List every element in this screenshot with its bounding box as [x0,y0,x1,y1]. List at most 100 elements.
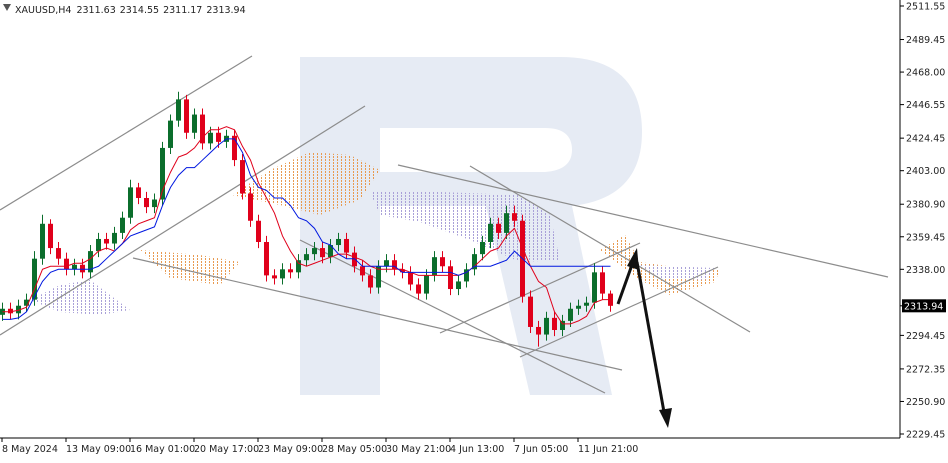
candle-body [40,223,45,259]
chart-title: XAUUSD,H4 [15,5,71,16]
candle-body [248,193,253,221]
y-tick-label: 2338.00 [906,265,945,276]
candle-body [24,299,29,306]
x-tick-label: 8 May 2024 [2,444,58,455]
candle-body [528,296,533,327]
candle-body [288,269,293,273]
candle-body [360,266,365,276]
last-close: 2313.94 [206,5,245,16]
candle-body [376,266,381,288]
candle-body [344,238,349,253]
last-high: 2314.55 [120,5,159,16]
y-tick-label: 2359.45 [906,232,945,243]
candle-body [536,326,541,335]
candle-body [56,248,61,259]
candle-body [432,257,437,276]
y-tick-label: 2229.45 [906,430,945,441]
x-tick-label: 11 Jun 21:00 [578,444,638,455]
candle-body [336,238,341,246]
price-label: 2313.94 [904,301,943,312]
candle-body [264,241,269,276]
cloud [370,192,560,262]
candle-body [16,305,21,314]
x-tick-label: 20 May 17:00 [194,444,259,455]
y-tick-label: 2272.35 [906,364,945,375]
y-tick-label: 2403.00 [906,166,945,177]
indicator-line [2,138,611,320]
candle-body [256,220,261,242]
candle-body [128,187,133,218]
candle-body [208,132,213,144]
candle-body [88,251,93,273]
candle-body [408,272,413,285]
candle-body [144,198,149,208]
candle-body [416,284,421,294]
candle-body [368,275,373,288]
candle-body [120,217,125,233]
candle-body [112,232,117,244]
candle-body [352,252,357,267]
candle-body [184,99,189,133]
candle-body [176,99,181,121]
candle-body [400,269,405,273]
candle-body [576,305,581,309]
x-tick-label: 13 May 09:00 [66,444,131,455]
watermark [300,57,642,395]
y-tick-label: 2468.00 [906,68,945,79]
price-label-box [902,299,946,313]
candle-body [464,269,469,282]
candle-body [456,281,461,290]
candle-body [584,302,589,306]
candle-body [296,260,301,273]
candle-body [328,245,333,258]
candle-body [168,120,173,148]
candle-body [32,258,37,300]
candle-body [160,147,165,200]
candle-body [392,260,397,270]
candle-body [320,248,325,258]
y-tick-label: 2250.90 [906,397,945,408]
candle-body [96,238,101,252]
candle-body [200,114,205,144]
x-tick-label: 7 Jun 05:00 [514,444,568,455]
indicator-line [2,126,611,325]
candle-body [104,238,109,244]
candle-body [424,275,429,294]
candle-body [8,308,13,314]
candle-body [192,114,197,133]
plot [0,91,613,347]
last-open: 2311.63 [76,5,115,16]
candle-body [472,254,477,270]
candle-body [488,223,493,242]
candle-body [72,264,77,270]
candle-body [136,187,141,199]
candle-body [440,257,445,267]
last-low: 2311.17 [163,5,202,16]
arrows [616,248,672,428]
candle-body [80,264,85,273]
trend-lines [0,55,889,394]
candle-body [496,223,501,233]
candle-body [312,248,317,255]
decorations [0,55,889,395]
y-tick-label: 2489.45 [906,35,945,46]
candle-body [592,272,597,303]
x-tick-label: 30 May 21:00 [386,444,451,455]
candle-body [560,320,565,330]
chart-header: XAUUSD,H4 2311.63 2314.55 2311.17 2313.94 [15,5,246,16]
candle-body [480,241,485,255]
candle-body [384,260,389,267]
cloud [30,280,130,315]
y-tick-label: 2424.45 [906,134,945,145]
x-tick-label: 23 May 09:00 [258,444,323,455]
candle-body [448,266,453,290]
candle-body [64,258,69,270]
candle-body [512,213,517,221]
candle-body [304,254,309,261]
candle-body [280,269,285,279]
candle-body [272,275,277,279]
x-tick-label: 28 May 05:00 [322,444,387,455]
candle-body [552,317,557,330]
